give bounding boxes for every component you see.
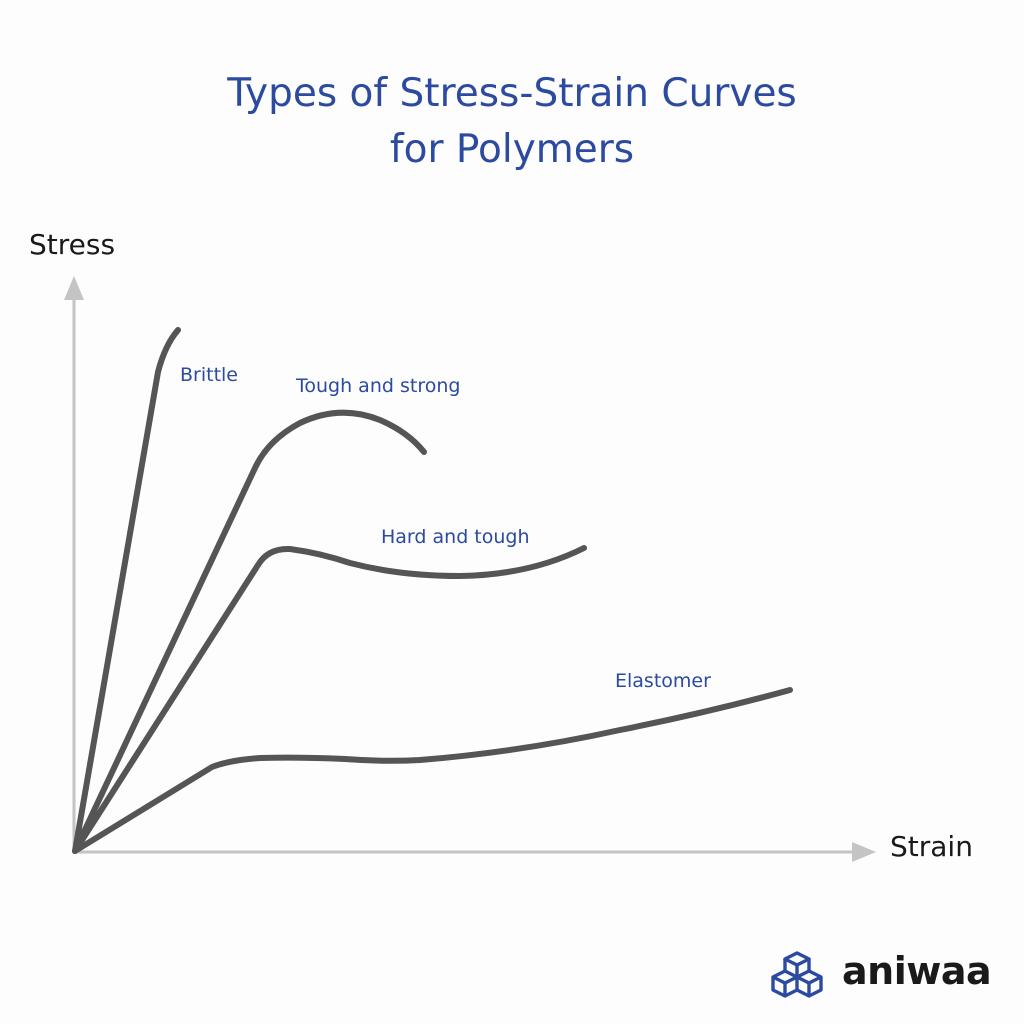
title-line-2: for Polymers	[389, 127, 635, 172]
axes	[64, 276, 876, 862]
curve-label-brittle: Brittle	[180, 364, 238, 386]
curve-label-tough-and-strong: Tough and strong	[296, 375, 461, 397]
curve-label-hard-and-tough: Hard and tough	[381, 526, 530, 548]
title-line-1: Types of Stress-Strain Curves	[227, 71, 797, 116]
curve-elastomer	[72, 687, 793, 854]
brand-logo: aniwaa	[766, 944, 1006, 1002]
x-axis-label: Strain	[890, 830, 973, 863]
isometric-cubes-icon	[771, 951, 823, 998]
brand-name: aniwaa	[842, 949, 992, 993]
x-axis-arrow-icon	[852, 842, 876, 862]
y-axis-label: Stress	[29, 228, 116, 261]
curve-label-elastomer: Elastomer	[615, 670, 711, 692]
diagram-title: Types of Stress-Strain Curves for Polyme…	[0, 66, 1024, 178]
curve-hard-and-tough	[72, 545, 587, 854]
y-axis-arrow-icon	[64, 276, 84, 300]
curve-brittle	[72, 327, 181, 854]
curve-tough-and-strong	[72, 409, 427, 854]
